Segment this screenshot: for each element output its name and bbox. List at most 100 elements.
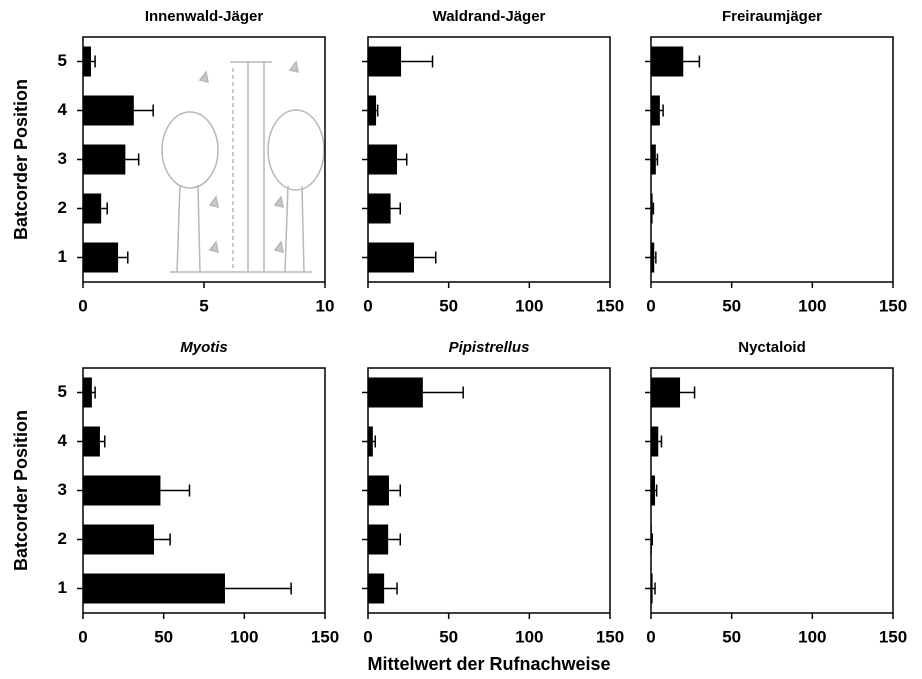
y-tick-label: 4: [58, 100, 68, 119]
bar: [83, 193, 102, 224]
y-axis-label: Batcorder Position: [11, 410, 31, 571]
bar: [368, 426, 373, 457]
error-bar: [388, 533, 402, 546]
bar: [83, 573, 225, 604]
error-bar: [397, 153, 408, 166]
plot-frame: [82, 36, 326, 283]
bar: [368, 46, 402, 77]
x-tick-label: 0: [363, 627, 372, 646]
x-tick-label: 50: [722, 627, 741, 646]
y-tick-label: 5: [58, 382, 67, 401]
panel-title: Nyctaloid: [738, 339, 806, 356]
bar: [651, 95, 660, 126]
error-bar: [160, 484, 191, 497]
x-tick-label: 100: [230, 627, 258, 646]
y-tick-label: 1: [58, 578, 67, 597]
x-tick-label: 0: [363, 296, 372, 315]
error-bar: [372, 435, 377, 448]
y-tick-label: 1: [58, 247, 67, 266]
bar: [83, 95, 134, 126]
bar: [83, 475, 161, 506]
x-axis-label: Mittelwert der Rufnachweise: [367, 654, 610, 674]
x-tick-label: 0: [646, 296, 655, 315]
error-bar: [655, 484, 658, 497]
y-tick-label: 4: [58, 431, 68, 450]
x-tick-label: 100: [515, 296, 543, 315]
bar: [368, 377, 423, 408]
bar: [368, 193, 391, 224]
bar: [83, 524, 154, 555]
y-tick-label: 3: [58, 149, 67, 168]
error-bar: [390, 202, 402, 215]
x-tick-label: 150: [879, 296, 907, 315]
x-tick-label: 10: [316, 296, 335, 315]
bar: [368, 573, 385, 604]
error-bar: [101, 202, 108, 215]
bar: [651, 573, 653, 604]
x-tick-label: 100: [798, 627, 826, 646]
bar: [83, 377, 92, 408]
error-bar: [90, 55, 96, 68]
bar: [368, 475, 389, 506]
error-bar: [388, 484, 402, 497]
panel-title: Waldrand-Jäger: [433, 8, 546, 25]
x-tick-label: 150: [879, 627, 907, 646]
bar: [368, 95, 377, 126]
error-bar: [133, 104, 154, 117]
error-bar: [652, 202, 655, 215]
error-bar: [658, 435, 663, 448]
error-bar: [125, 153, 140, 166]
y-tick-label: 2: [58, 529, 67, 548]
y-axis-label: Batcorder Position: [11, 79, 31, 240]
error-bar: [376, 104, 379, 117]
bar: [368, 144, 398, 175]
bar: [651, 475, 656, 506]
error-bar: [401, 55, 434, 68]
y-tick-label: 3: [58, 480, 67, 499]
x-tick-label: 100: [515, 627, 543, 646]
x-tick-label: 50: [722, 296, 741, 315]
error-bar: [413, 251, 437, 264]
x-tick-label: 50: [439, 627, 458, 646]
bar: [83, 46, 91, 77]
error-bar: [422, 386, 464, 399]
panel-title: Innenwald-Jäger: [145, 8, 264, 25]
error-bar: [153, 533, 171, 546]
error-bar: [384, 582, 398, 595]
error-bar: [659, 104, 664, 117]
x-tick-label: 150: [596, 296, 624, 315]
y-tick-label: 2: [58, 198, 67, 217]
plot-frame: [367, 36, 611, 283]
bar: [651, 242, 655, 273]
x-tick-label: 5: [199, 296, 208, 315]
x-tick-label: 150: [311, 627, 339, 646]
panel-title: Myotis: [180, 339, 228, 356]
panel-title: Freiraumjäger: [722, 8, 822, 25]
error-bar: [680, 386, 696, 399]
bar: [83, 144, 126, 175]
plot-frame: [650, 36, 894, 283]
x-tick-label: 150: [596, 627, 624, 646]
error-bar: [683, 55, 701, 68]
bar: [651, 193, 653, 224]
plot-frame: [650, 367, 894, 614]
x-tick-label: 50: [439, 296, 458, 315]
plot-frame: [82, 367, 326, 614]
x-tick-label: 100: [798, 296, 826, 315]
x-tick-label: 0: [78, 627, 87, 646]
bar: [83, 426, 100, 457]
bar: [651, 377, 681, 408]
error-bar: [652, 582, 656, 595]
error-bar: [99, 435, 106, 448]
panel-title: Pipistrellus: [449, 339, 530, 356]
bar: [368, 524, 389, 555]
error-bar: [655, 153, 659, 166]
bar: [651, 426, 659, 457]
bar: [651, 46, 684, 77]
x-tick-label: 50: [154, 627, 173, 646]
forest-illustration: [161, 60, 325, 273]
error-bar: [118, 251, 129, 264]
x-tick-label: 0: [78, 296, 87, 315]
plot-frame: [367, 367, 611, 614]
